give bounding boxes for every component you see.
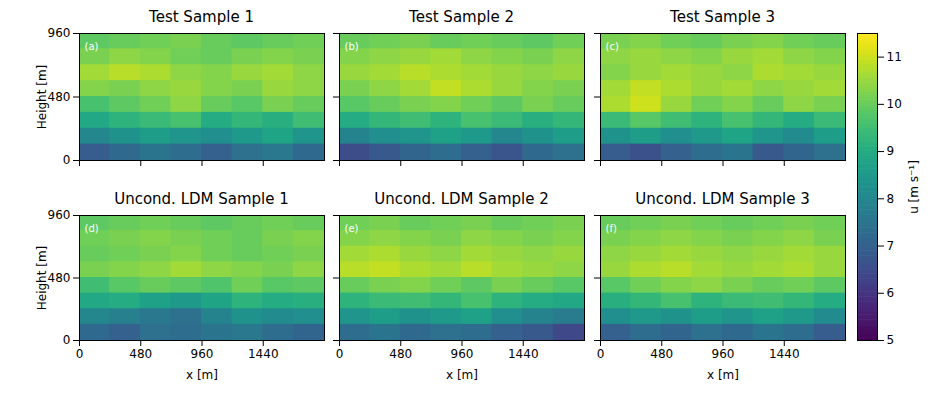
svg-text:0: 0	[597, 347, 605, 361]
svg-text:(d): (d)	[85, 223, 99, 234]
svg-text:1440: 1440	[508, 347, 539, 361]
svg-text:u [m s⁻¹]: u [m s⁻¹]	[907, 160, 921, 214]
svg-text:480: 480	[48, 271, 71, 285]
html-text:Uncond. LDM Sample 3: Uncond. LDM Sample 3	[635, 190, 810, 208]
svg-text:1440: 1440	[248, 347, 279, 361]
svg-text:(a): (a)	[85, 41, 99, 52]
svg-text:0: 0	[76, 347, 84, 361]
svg-text:0: 0	[63, 333, 71, 347]
svg-text:(b): (b)	[345, 41, 359, 52]
svg-text:9: 9	[887, 144, 895, 158]
svg-text:x [m]: x [m]	[186, 368, 218, 382]
svg-text:x [m]: x [m]	[446, 368, 478, 382]
svg-text:1440: 1440	[769, 347, 800, 361]
html-text:Uncond. LDM Sample 1: Uncond. LDM Sample 1	[114, 190, 289, 208]
svg-text:960: 960	[451, 347, 474, 361]
svg-text:0: 0	[336, 347, 344, 361]
svg-text:960: 960	[48, 26, 71, 40]
svg-text:480: 480	[48, 90, 71, 104]
svg-text:0: 0	[63, 153, 71, 167]
svg-text:10: 10	[887, 97, 902, 111]
svg-text:x [m]: x [m]	[707, 368, 739, 382]
svg-text:8: 8	[887, 192, 895, 206]
svg-text:Height [m]: Height [m]	[35, 65, 49, 130]
html-text:Test Sample 2: Test Sample 2	[409, 8, 514, 26]
svg-text:6: 6	[887, 286, 895, 300]
svg-text:960: 960	[712, 347, 735, 361]
svg-text:(f): (f)	[606, 223, 617, 234]
html-text:Test Sample 3: Test Sample 3	[670, 8, 775, 26]
html-text:Uncond. LDM Sample 2: Uncond. LDM Sample 2	[374, 190, 549, 208]
svg-text:960: 960	[191, 347, 214, 361]
html-text:Test Sample 1: Test Sample 1	[149, 8, 254, 26]
svg-text:7: 7	[887, 239, 895, 253]
svg-text:5: 5	[887, 333, 895, 347]
svg-text:(e): (e)	[345, 223, 359, 234]
svg-text:480: 480	[129, 347, 152, 361]
svg-text:(c): (c)	[606, 41, 619, 52]
svg-text:480: 480	[650, 347, 673, 361]
svg-text:480: 480	[389, 347, 412, 361]
svg-text:Height [m]: Height [m]	[35, 246, 49, 311]
svg-text:960: 960	[48, 208, 71, 222]
svg-text:11: 11	[887, 50, 902, 64]
